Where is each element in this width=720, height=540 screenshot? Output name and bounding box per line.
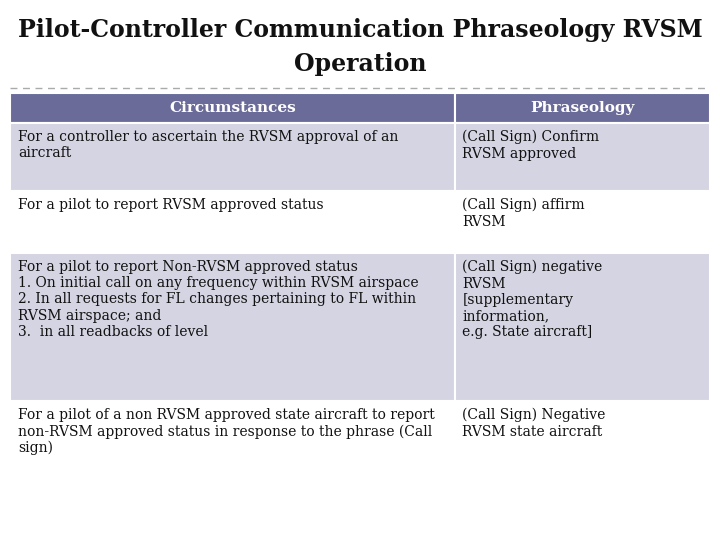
Bar [10,401,454,493]
Text: (Call Sign) affirm
RVSM: (Call Sign) affirm RVSM [462,198,585,228]
Text: Phraseology: Phraseology [530,101,634,115]
Text: For a controller to ascertain the RVSM approval of an
aircraft: For a controller to ascertain the RVSM a… [18,130,398,160]
Text: For a pilot to report Non-RVSM approved status
1. On initial call on any frequen: For a pilot to report Non-RVSM approved … [18,260,418,339]
Bar [10,253,454,401]
Text: (Call Sign) Negative
RVSM state aircraft: (Call Sign) Negative RVSM state aircraft [462,408,606,438]
Bar [454,93,710,123]
Text: For a pilot to report RVSM approved status: For a pilot to report RVSM approved stat… [18,198,323,212]
Text: Pilot-Controller Communication Phraseology RVSM: Pilot-Controller Communication Phraseolo… [17,18,703,42]
Bar [10,93,454,123]
Bar [454,401,710,493]
Bar [454,123,710,191]
Bar [10,191,454,253]
Text: (Call Sign) Confirm
RVSM approved: (Call Sign) Confirm RVSM approved [462,130,600,160]
Text: Operation: Operation [294,52,426,76]
Bar [10,123,454,191]
Text: For a pilot of a non RVSM approved state aircraft to report
non-RVSM approved st: For a pilot of a non RVSM approved state… [18,408,435,455]
Text: Circumstances: Circumstances [169,101,296,115]
Bar [454,253,710,401]
Bar [454,191,710,253]
Text: (Call Sign) negative
RVSM
[supplementary
information,
e.g. State aircraft]: (Call Sign) negative RVSM [supplementary… [462,260,603,339]
